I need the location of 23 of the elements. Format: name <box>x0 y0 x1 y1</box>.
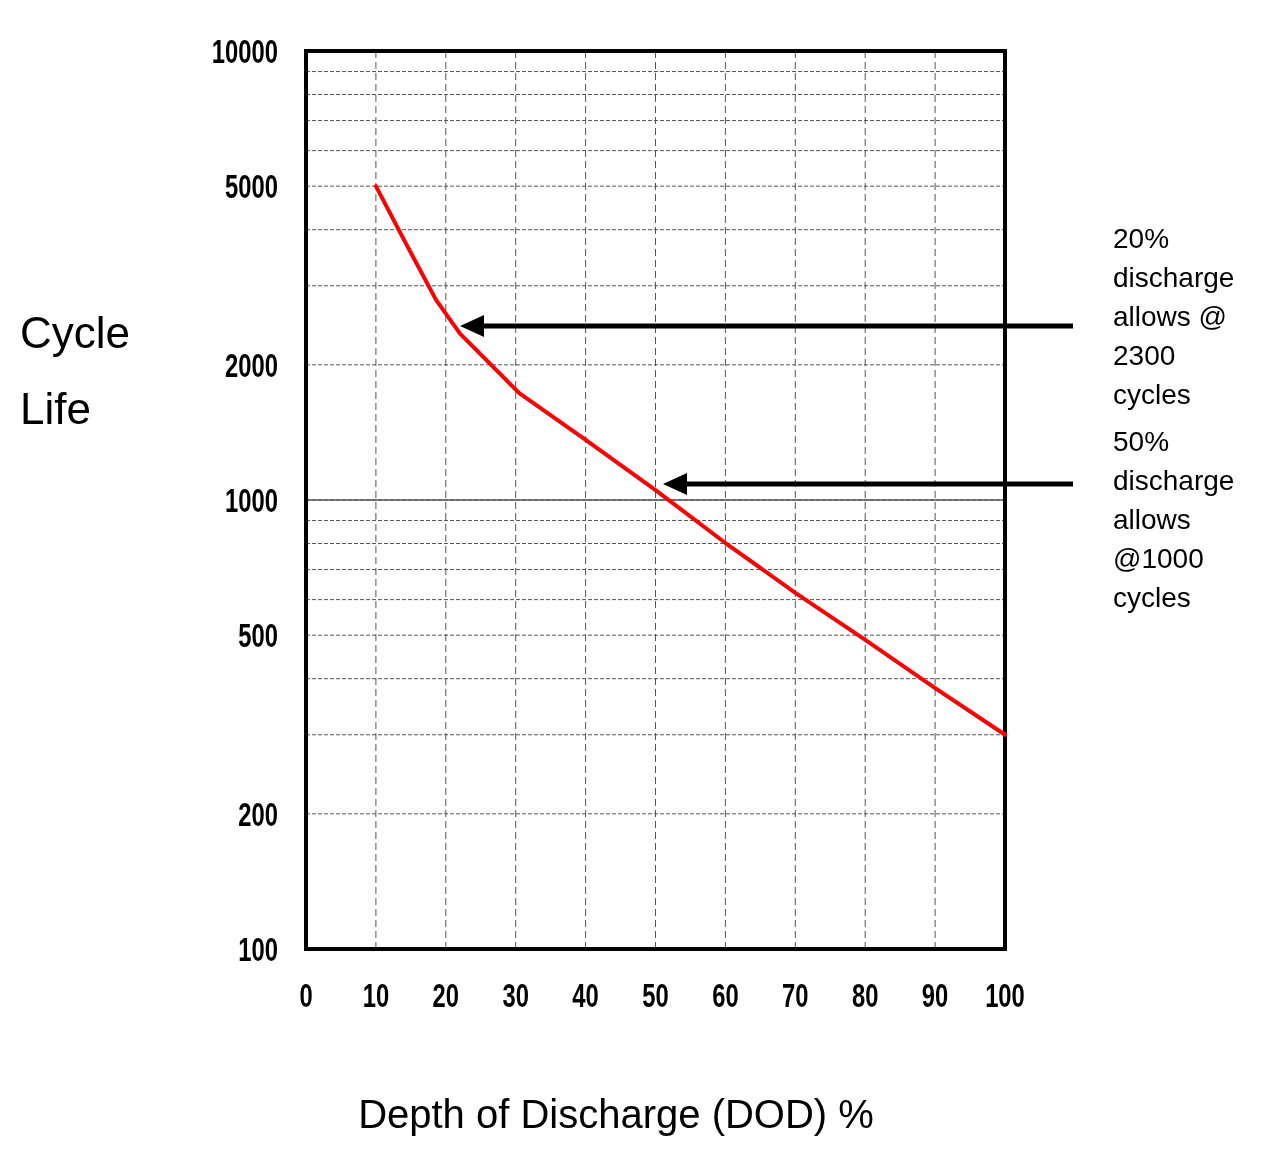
x-tick-label: 70 <box>782 975 809 1014</box>
y-tick-label: 500 <box>238 615 278 655</box>
y-tick-label: 2000 <box>225 345 278 384</box>
y-tick-label: 5000 <box>225 166 278 206</box>
x-tick-label: 50 <box>642 975 669 1014</box>
x-tick-label: 100 <box>985 975 1025 1014</box>
text: 50% discharge allows @1000 cycles <box>1113 426 1235 613</box>
y-tick-label: 1000 <box>225 480 278 519</box>
text: 20% discharge allows @ 2300 cycles <box>1113 223 1235 410</box>
x-tick-label: 90 <box>921 975 949 1014</box>
y-tick-label: 100 <box>238 929 278 968</box>
x-tick-label: 10 <box>362 975 390 1014</box>
line-series <box>373 184 1007 737</box>
x-tick-label: 60 <box>712 975 739 1014</box>
x-tick-label: 0 <box>299 975 313 1014</box>
x-tick-label: 20 <box>432 975 460 1014</box>
y-tick-label: 200 <box>238 794 278 833</box>
y-tick-label: 10000 <box>211 31 278 70</box>
x-axis-title: Depth of Discharge (DOD) % <box>358 1092 874 1136</box>
x-tick-label: 40 <box>572 975 599 1014</box>
y-axis-title: Cycle Life <box>20 308 131 433</box>
x-tick-label: 80 <box>851 975 879 1014</box>
x-tick-label: 30 <box>502 975 529 1014</box>
